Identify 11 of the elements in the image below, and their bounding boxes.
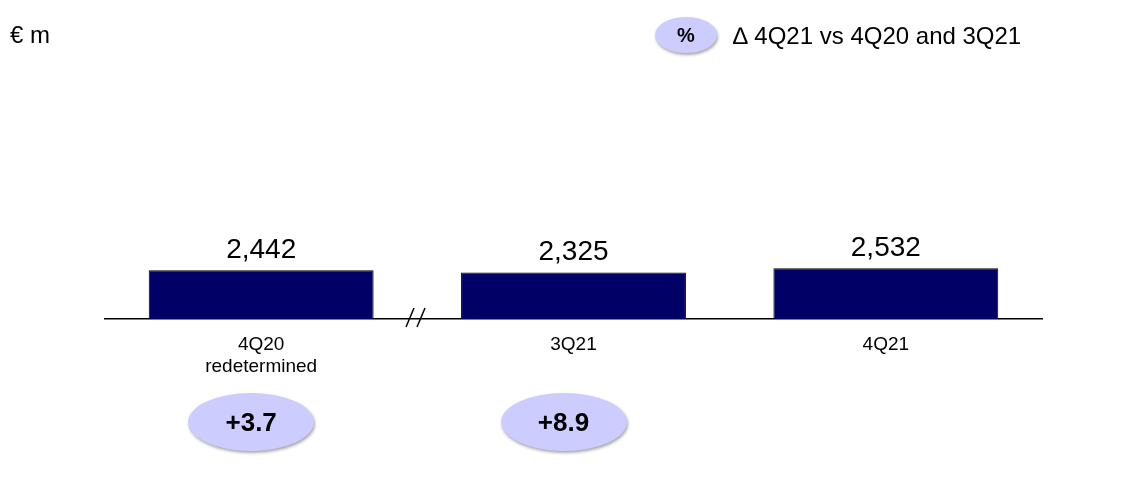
text: € m — [10, 21, 51, 49]
text: % — [655, 17, 717, 53]
data-label: 2,325 — [538, 235, 609, 267]
data-label: 2,442 — [226, 232, 297, 264]
text: +8.9 — [500, 393, 627, 451]
text: ∆ 4Q21 vs 4Q20 and 3Q21 — [733, 22, 1022, 50]
x-tick-label: 4Q21 — [862, 332, 910, 354]
x-tick-label: 3Q21 — [550, 332, 597, 354]
text: +3.7 — [188, 393, 315, 451]
x-tick-label: 4Q20 redetermined — [205, 332, 318, 377]
data-label: 2,532 — [850, 231, 921, 263]
